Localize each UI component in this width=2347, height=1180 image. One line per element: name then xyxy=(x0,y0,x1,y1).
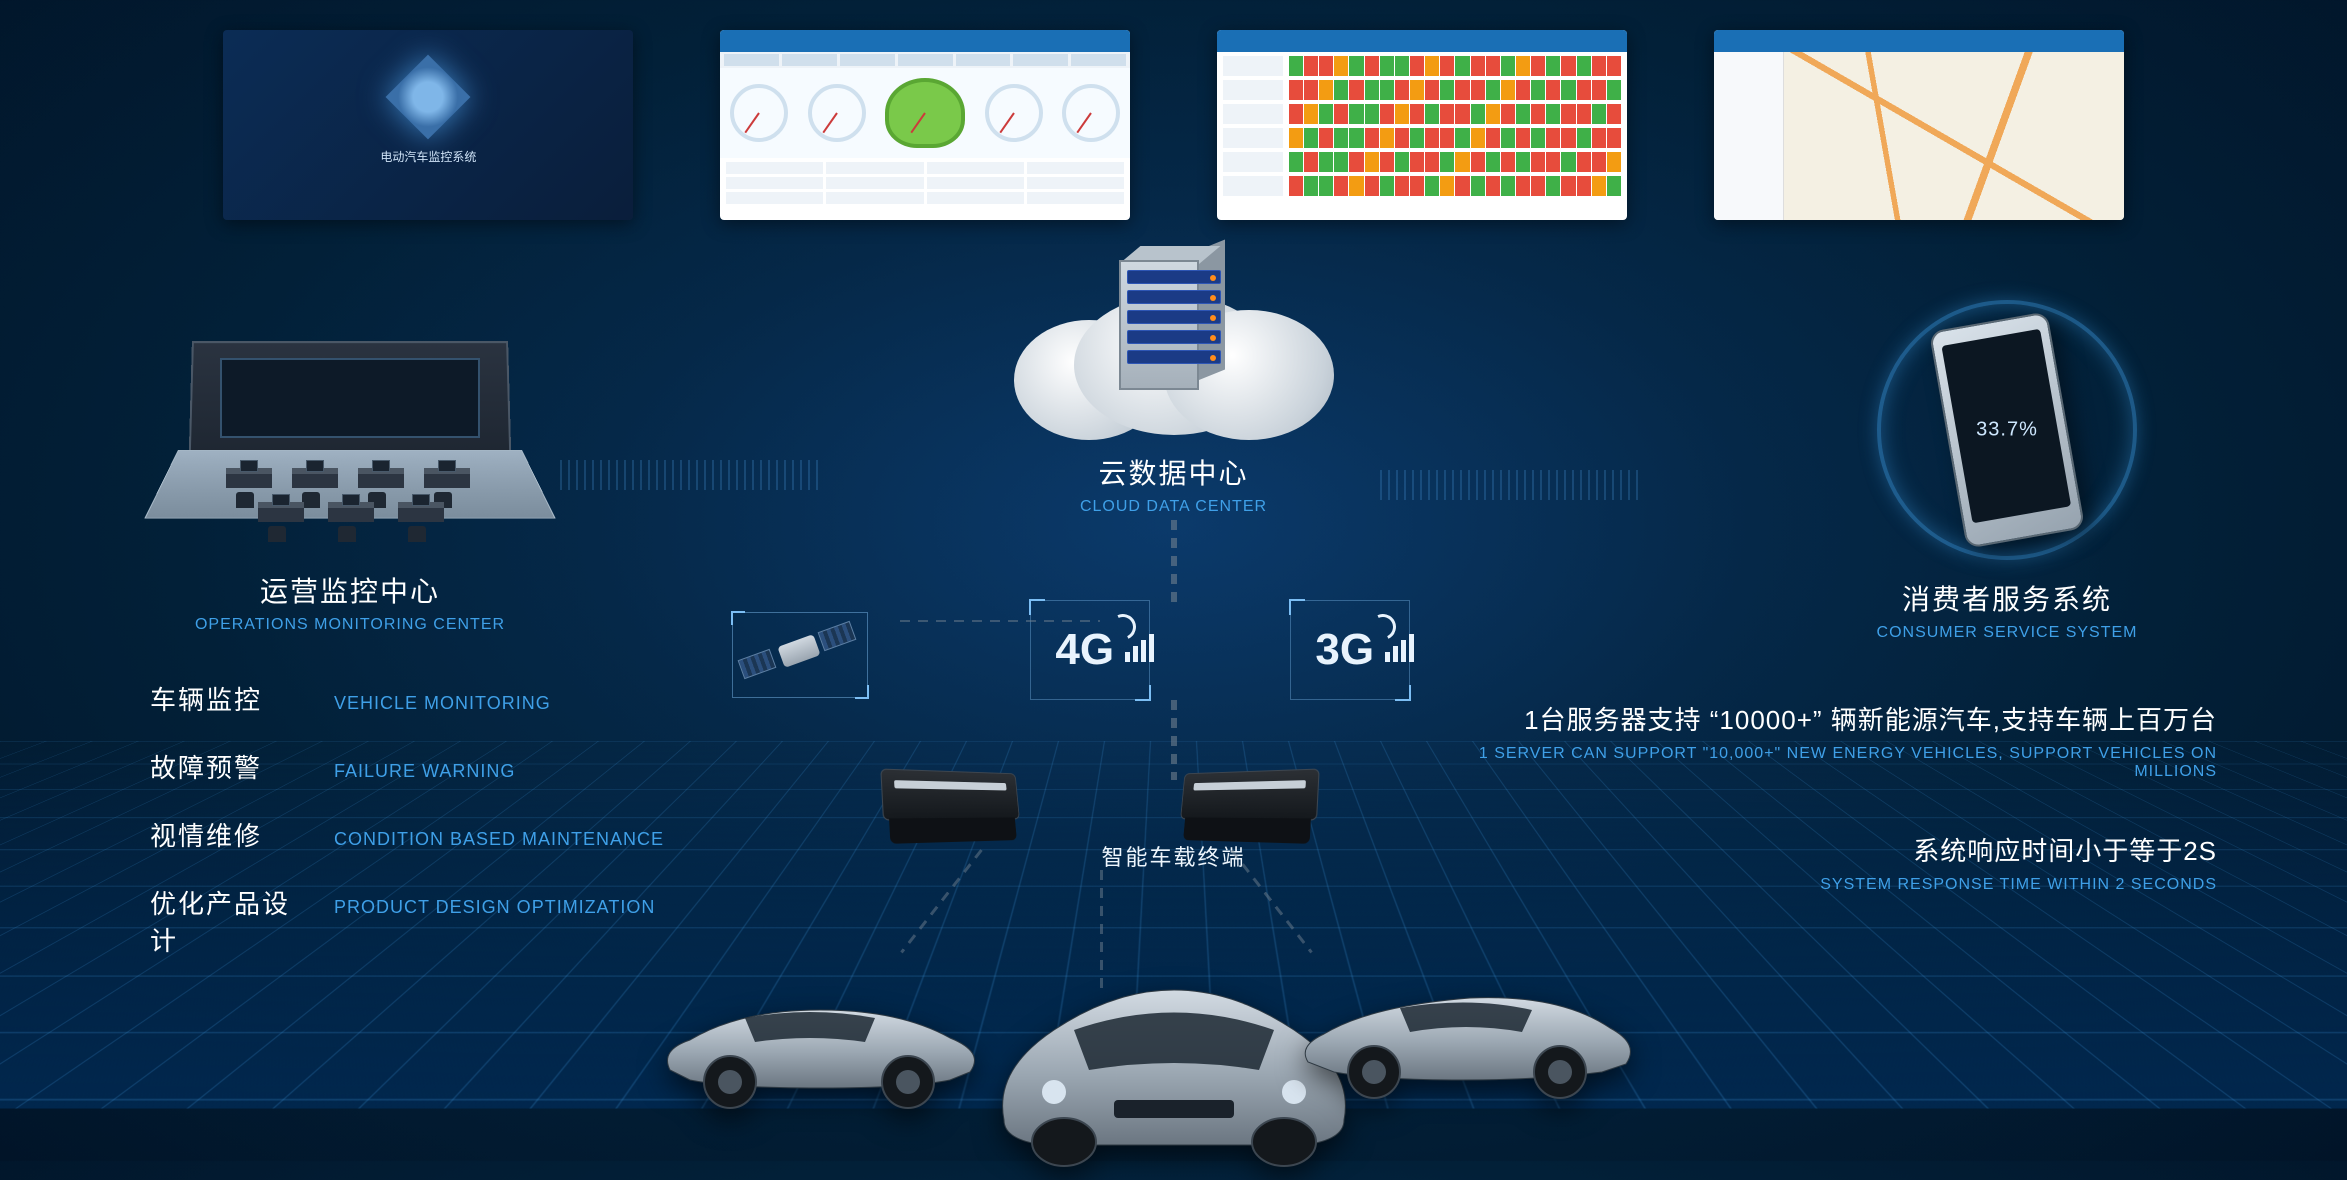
cloud-server-icon xyxy=(1004,280,1344,440)
screenshot-map xyxy=(1714,30,2124,220)
chain-link-icon xyxy=(1171,700,1177,780)
consumer-title-cn: 消费者服务系统 xyxy=(1827,578,2187,618)
screenshots-row: 电动汽车监控系统 xyxy=(0,30,2347,220)
login-caption: 电动汽车监控系统 xyxy=(223,148,633,165)
data-streak xyxy=(560,460,820,490)
screenshot-login: 电动汽车监控系统 xyxy=(223,30,633,220)
satellite-icon xyxy=(740,620,860,690)
cloud-title-cn: 云数据中心 xyxy=(964,452,1384,492)
screenshot-dashboard xyxy=(720,30,1130,220)
feature-item: 视情维修CONDITION BASED MAINTENANCE xyxy=(150,816,664,884)
consumer-service-system: 33.7% 消费者服务系统 CONSUMER SERVICE SYSTEM xyxy=(1827,300,2187,642)
operations-title-cn: 运营监控中心 xyxy=(160,570,540,610)
data-streak xyxy=(1380,470,1640,500)
signal-line xyxy=(900,620,1100,622)
cloud-title-en: CLOUD DATA CENTER xyxy=(964,498,1384,516)
operations-monitoring-center: 运营监控中心 OPERATIONS MONITORING CENTER xyxy=(160,340,540,634)
car-wireframe-supercar-icon xyxy=(1290,950,1650,1110)
control-room-icon xyxy=(190,340,510,550)
chain-link-icon xyxy=(1171,520,1177,610)
feature-item: 车辆监控VEHICLE MONITORING xyxy=(150,680,664,748)
spec-item: 1台服务器支持 “10000+” 辆新能源汽车,支持车辆上百万台 1 SERVE… xyxy=(1457,700,2217,781)
specs-list: 1台服务器支持 “10000+” 辆新能源汽车,支持车辆上百万台 1 SERVE… xyxy=(1457,700,2217,944)
cloud-data-center: 云数据中心 CLOUD DATA CENTER xyxy=(964,280,1384,516)
network-badge-3g: 3G xyxy=(1290,600,1410,700)
feature-item: 故障预警FAILURE WARNING xyxy=(150,748,664,816)
smartphone-icon: 33.7% xyxy=(1877,300,2137,560)
operations-title-en: OPERATIONS MONITORING CENTER xyxy=(160,616,540,634)
consumer-title-en: CONSUMER SERVICE SYSTEM xyxy=(1827,624,2187,642)
smart-terminal-label: 智能车载终端 xyxy=(1101,840,1245,872)
network-badge-4g: 4G xyxy=(1030,600,1150,700)
spec-item: 系统响应时间小于等于2S SYSTEM RESPONSE TIME WITHIN… xyxy=(1457,831,2217,894)
screenshot-battery-status xyxy=(1217,30,1627,220)
features-list: 车辆监控VEHICLE MONITORING 故障预警FAILURE WARNI… xyxy=(150,680,664,952)
phone-screen-value: 33.7% xyxy=(1976,419,2038,442)
onboard-unit-left-icon xyxy=(880,768,1022,852)
car-wireframe-sports-icon xyxy=(650,960,990,1120)
feature-item: 优化产品设计PRODUCT DESIGN OPTIMIZATION xyxy=(150,884,664,952)
